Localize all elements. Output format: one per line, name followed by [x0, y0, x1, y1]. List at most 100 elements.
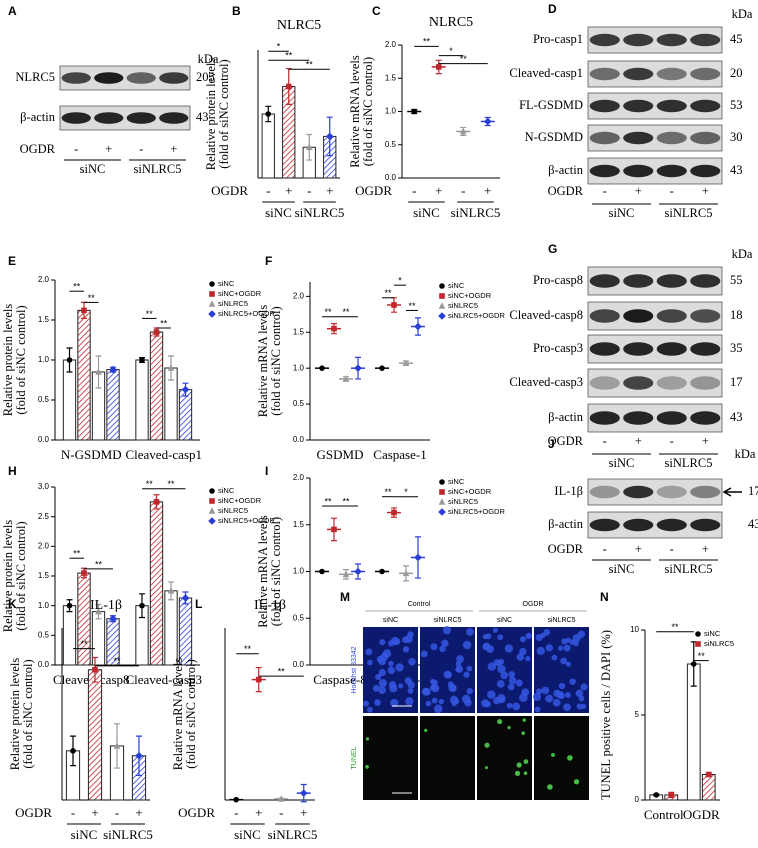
- nucleus: [395, 663, 404, 672]
- treatment-sign: +: [105, 142, 112, 156]
- bar: [135, 359, 149, 441]
- treatment-sign: +: [91, 805, 98, 820]
- nucleus: [462, 640, 472, 650]
- tunel-cell: [522, 718, 526, 722]
- nucleus: [512, 702, 521, 711]
- legend-marker: [438, 302, 446, 309]
- nucleus: [442, 626, 452, 635]
- data-point: [342, 570, 350, 578]
- blot-band: [690, 131, 721, 145]
- x-category-label: Cleaved-casp3: [125, 672, 202, 687]
- nucleus: [492, 627, 498, 633]
- y-axis-label: Relative mRNA levels: [348, 55, 362, 168]
- group-label: siNLRC5: [665, 456, 713, 470]
- chart-title: NLRC5: [277, 18, 321, 33]
- blot-band: [656, 274, 687, 288]
- blot-band: [656, 376, 687, 390]
- significance-label: **: [384, 487, 392, 497]
- kda-label: 20: [730, 66, 743, 80]
- group-label: siNC: [234, 827, 261, 842]
- nucleus: [402, 646, 410, 653]
- nucleus: [565, 661, 572, 667]
- x-category-label: Cleaved-casp1: [125, 447, 202, 462]
- nucleus: [558, 682, 566, 690]
- tunel-cell: [507, 726, 511, 730]
- y-axis-label: Relative protein levels: [8, 658, 22, 771]
- nucleus: [466, 687, 474, 695]
- legend-marker: [439, 479, 445, 485]
- blot-band: [656, 164, 687, 178]
- group-label: siNC: [265, 205, 292, 220]
- panel-letter: B: [232, 4, 241, 18]
- data-point: [414, 322, 422, 331]
- tunel-cell: [424, 728, 428, 732]
- nucleus: [576, 703, 583, 710]
- treatment-label: OGDR: [211, 183, 248, 198]
- data-point: [81, 307, 87, 314]
- blot-band: [589, 485, 620, 499]
- treatment-sign: +: [435, 183, 442, 198]
- legend-marker: [209, 281, 215, 287]
- data-point: [483, 117, 492, 126]
- protein-label: Pro-casp3: [533, 341, 583, 355]
- treatment-sign: -: [670, 434, 674, 448]
- legend-label: siNC: [218, 279, 235, 288]
- nucleus: [563, 703, 571, 712]
- y-tick-label: 0.5: [385, 140, 397, 149]
- nucleus: [572, 634, 581, 643]
- nucleus: [431, 679, 438, 687]
- data-point: [95, 368, 102, 375]
- legend-label: siNLRC5: [218, 299, 248, 308]
- treatment-sign: -: [670, 542, 674, 556]
- nucleus: [536, 646, 545, 656]
- data-point: [414, 553, 422, 562]
- panel-letter: F: [265, 254, 272, 268]
- blot-band: [656, 518, 687, 532]
- nucleus: [367, 659, 373, 666]
- nucleus: [504, 644, 513, 653]
- blot-band: [690, 342, 721, 356]
- significance-label: **: [73, 549, 81, 559]
- bar: [149, 331, 164, 441]
- y-tick-label: 0.0: [293, 660, 305, 669]
- nucleus: [519, 636, 527, 643]
- protein-label: β-actin: [548, 517, 584, 531]
- treatment-sign: +: [635, 542, 642, 556]
- blot-band: [589, 33, 620, 47]
- group-label: siNC: [497, 617, 512, 624]
- blot-band: [94, 112, 124, 124]
- nucleus: [362, 700, 370, 707]
- blot-band: [126, 72, 156, 84]
- treatment-sign: -: [71, 805, 75, 820]
- bar: [701, 774, 716, 801]
- blot-strip: [587, 368, 723, 398]
- treatment-sign: -: [670, 184, 674, 198]
- nucleus: [420, 650, 428, 658]
- data-point: [66, 357, 73, 363]
- legend-marker: [438, 312, 446, 320]
- protein-label: FL-GSDMD: [519, 98, 583, 112]
- nucleus: [438, 698, 445, 705]
- legend-label: siNC+OGDR: [448, 487, 492, 496]
- significance-label: **: [408, 301, 416, 311]
- data-point: [135, 751, 143, 760]
- nucleus: [387, 666, 396, 675]
- y-tick-label: 0.0: [293, 435, 305, 444]
- bar: [149, 501, 164, 666]
- x-category-label: Control: [644, 807, 684, 822]
- nucleus: [525, 632, 532, 640]
- tunel-cell: [521, 731, 526, 735]
- significance-label: **: [244, 644, 252, 654]
- nucleus: [372, 684, 380, 692]
- data-point: [319, 568, 325, 575]
- nucleus: [508, 676, 517, 685]
- legend-label: siNLRC5+OGDR: [448, 311, 505, 320]
- tunel-cell: [523, 771, 528, 775]
- tunel-cell: [550, 752, 555, 757]
- bar: [87, 669, 103, 801]
- data-point: [181, 594, 190, 602]
- data-point: [81, 570, 87, 576]
- significance-label: **: [160, 318, 168, 328]
- treatment-label: OGDR: [548, 434, 584, 448]
- significance-label: **: [146, 479, 154, 489]
